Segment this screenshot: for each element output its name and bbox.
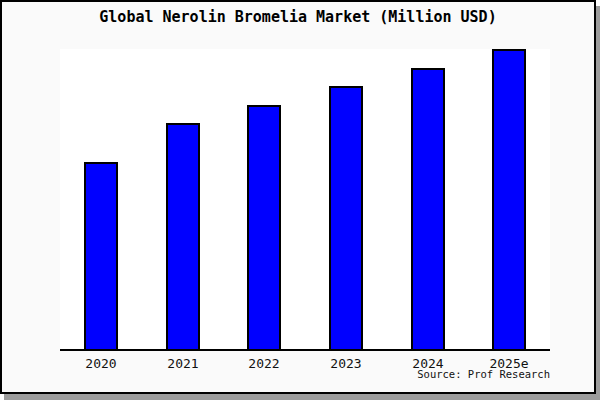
bar-2025e (492, 49, 526, 349)
bar-2024 (411, 68, 445, 349)
x-tick-label-2023: 2023 (330, 356, 361, 371)
bar-2021 (166, 123, 200, 349)
chart-title: Global Nerolin Bromelia Market (Million … (2, 8, 594, 26)
plot-area (60, 49, 550, 351)
x-tick-label-2020: 2020 (85, 356, 116, 371)
x-tick-label-2021: 2021 (167, 356, 198, 371)
chart-container: Global Nerolin Bromelia Market (Million … (0, 0, 596, 394)
bar-2022 (247, 105, 281, 349)
bar-2020 (84, 162, 118, 349)
bar-2023 (329, 86, 363, 349)
source-label: Source: Prof Research (417, 368, 550, 380)
x-tick-label-2022: 2022 (248, 356, 279, 371)
